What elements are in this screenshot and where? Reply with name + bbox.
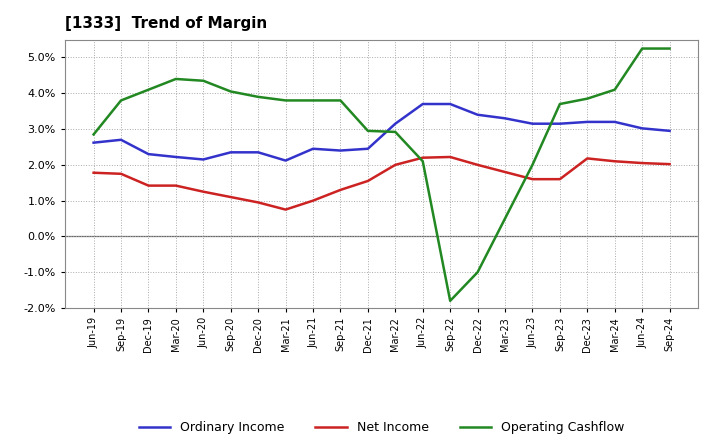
Ordinary Income bbox=[282, 158, 290, 163]
Operating Cashflow bbox=[117, 98, 125, 103]
Line: Ordinary Income: Ordinary Income bbox=[94, 104, 670, 161]
Ordinary Income bbox=[583, 119, 592, 125]
Operating Cashflow bbox=[528, 162, 537, 168]
Net Income bbox=[309, 198, 318, 203]
Ordinary Income bbox=[446, 101, 454, 106]
Ordinary Income bbox=[556, 121, 564, 126]
Net Income bbox=[473, 162, 482, 168]
Ordinary Income bbox=[171, 154, 180, 160]
Operating Cashflow bbox=[611, 87, 619, 92]
Operating Cashflow bbox=[199, 78, 207, 84]
Net Income bbox=[254, 200, 263, 205]
Ordinary Income bbox=[117, 137, 125, 143]
Net Income bbox=[171, 183, 180, 188]
Line: Net Income: Net Income bbox=[94, 157, 670, 209]
Net Income bbox=[583, 156, 592, 161]
Operating Cashflow bbox=[418, 159, 427, 164]
Operating Cashflow bbox=[364, 128, 372, 133]
Net Income bbox=[665, 161, 674, 167]
Ordinary Income bbox=[500, 116, 509, 121]
Net Income bbox=[528, 176, 537, 182]
Net Income bbox=[117, 171, 125, 176]
Operating Cashflow bbox=[171, 76, 180, 81]
Net Income bbox=[89, 170, 98, 176]
Net Income bbox=[638, 161, 647, 166]
Operating Cashflow bbox=[446, 298, 454, 304]
Ordinary Income bbox=[611, 119, 619, 125]
Net Income bbox=[611, 159, 619, 164]
Net Income bbox=[336, 187, 345, 193]
Ordinary Income bbox=[309, 146, 318, 151]
Operating Cashflow bbox=[336, 98, 345, 103]
Ordinary Income bbox=[254, 150, 263, 155]
Operating Cashflow bbox=[391, 129, 400, 135]
Ordinary Income bbox=[391, 121, 400, 126]
Ordinary Income bbox=[418, 101, 427, 106]
Net Income bbox=[418, 155, 427, 160]
Operating Cashflow bbox=[226, 89, 235, 94]
Ordinary Income bbox=[473, 112, 482, 117]
Ordinary Income bbox=[665, 128, 674, 133]
Operating Cashflow bbox=[89, 132, 98, 137]
Net Income bbox=[199, 189, 207, 194]
Operating Cashflow bbox=[583, 96, 592, 101]
Net Income bbox=[556, 176, 564, 182]
Net Income bbox=[282, 207, 290, 212]
Ordinary Income bbox=[89, 140, 98, 145]
Operating Cashflow bbox=[309, 98, 318, 103]
Ordinary Income bbox=[226, 150, 235, 155]
Operating Cashflow bbox=[638, 46, 647, 51]
Net Income bbox=[500, 169, 509, 175]
Ordinary Income bbox=[336, 148, 345, 153]
Text: [1333]  Trend of Margin: [1333] Trend of Margin bbox=[65, 16, 267, 32]
Ordinary Income bbox=[199, 157, 207, 162]
Operating Cashflow bbox=[254, 94, 263, 99]
Net Income bbox=[364, 178, 372, 183]
Operating Cashflow bbox=[500, 216, 509, 221]
Ordinary Income bbox=[364, 146, 372, 151]
Net Income bbox=[446, 154, 454, 160]
Legend: Ordinary Income, Net Income, Operating Cashflow: Ordinary Income, Net Income, Operating C… bbox=[134, 416, 629, 439]
Operating Cashflow bbox=[282, 98, 290, 103]
Ordinary Income bbox=[144, 151, 153, 157]
Operating Cashflow bbox=[556, 101, 564, 106]
Line: Operating Cashflow: Operating Cashflow bbox=[94, 48, 670, 301]
Net Income bbox=[144, 183, 153, 188]
Ordinary Income bbox=[528, 121, 537, 126]
Ordinary Income bbox=[638, 126, 647, 131]
Operating Cashflow bbox=[473, 270, 482, 275]
Operating Cashflow bbox=[144, 87, 153, 92]
Net Income bbox=[391, 162, 400, 168]
Operating Cashflow bbox=[665, 46, 674, 51]
Net Income bbox=[226, 194, 235, 200]
